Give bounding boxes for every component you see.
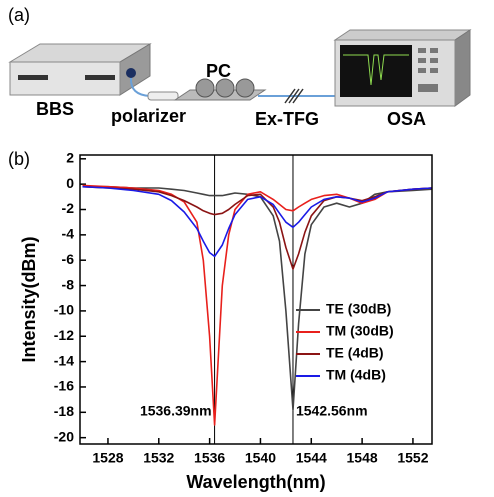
polarizer-shape [147, 91, 179, 101]
x-tick-label: 1540 [245, 450, 276, 466]
x-axis-label: Wavelength(nm) [186, 472, 325, 492]
legend-label: TE (4dB) [326, 345, 384, 361]
y-tick-label: 2 [66, 150, 74, 166]
bbs-device [8, 43, 152, 96]
y-axis-label: Intensity(dBm) [19, 236, 39, 362]
diagram-label: OSA [387, 109, 426, 129]
series-line [82, 185, 433, 270]
y-tick-label: -20 [54, 428, 74, 444]
x-tick-label: 1544 [296, 450, 327, 466]
x-tick-label: 1548 [347, 450, 378, 466]
plot-frame [79, 154, 433, 445]
y-tick-label: -8 [62, 276, 75, 292]
legend-label: TM (4dB) [326, 367, 386, 383]
legend-label: TE (30dB) [326, 301, 391, 317]
panel-label: (a) [8, 5, 30, 25]
diagram-label: polarizer [111, 106, 186, 126]
diagram-label: BBS [36, 99, 74, 119]
y-tick-label: -6 [62, 251, 75, 267]
panel-label: (b) [8, 149, 30, 169]
x-tick-label: 1552 [397, 450, 428, 466]
series-line [82, 185, 433, 258]
diagram-label: PC [206, 61, 231, 81]
y-tick-label: -2 [62, 200, 75, 216]
annotation-label: 1536.39nm [140, 403, 212, 419]
tfg-mark [284, 88, 304, 104]
annotation-label: 1542.56nm [296, 403, 368, 419]
y-tick-label: -16 [54, 378, 74, 394]
y-tick-label: -4 [62, 226, 75, 242]
y-tick-label: -18 [54, 403, 74, 419]
pc-shape [173, 78, 267, 101]
y-tick-label: -10 [54, 302, 74, 318]
y-tick-label: -12 [54, 327, 74, 343]
x-tick-label: 1532 [143, 450, 174, 466]
diagram-label: Ex-TFG [255, 109, 319, 129]
legend-label: TM (30dB) [326, 323, 394, 339]
x-tick-label: 1528 [92, 450, 123, 466]
x-tick-label: 1536 [194, 450, 225, 466]
osa-device [333, 29, 472, 107]
series-line [82, 185, 433, 411]
y-tick-label: 0 [66, 175, 74, 191]
y-tick-label: -14 [54, 352, 74, 368]
